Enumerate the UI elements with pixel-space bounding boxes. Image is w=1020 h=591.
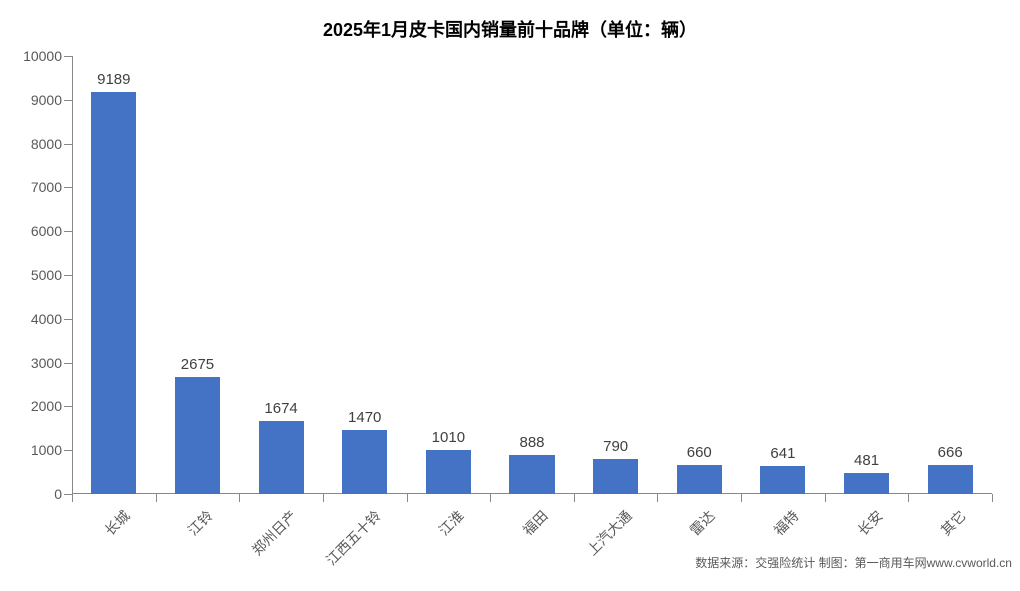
chart-footer: 数据来源：交强险统计 制图：第一商用车网www.cvworld.cn bbox=[695, 554, 1012, 571]
data-label: 790 bbox=[603, 438, 628, 455]
y-tick-label: 3000 bbox=[31, 355, 72, 371]
x-category-label: 江西五十铃 bbox=[300, 506, 385, 591]
y-tick-label: 9000 bbox=[31, 92, 72, 108]
x-category-label: 江铃 bbox=[133, 506, 218, 591]
x-tick bbox=[72, 494, 73, 502]
y-tick-label: 8000 bbox=[31, 136, 72, 152]
bar bbox=[426, 450, 471, 494]
x-tick bbox=[156, 494, 157, 502]
x-category-label: 长城 bbox=[49, 506, 134, 591]
y-tick-label: 6000 bbox=[31, 223, 72, 239]
bar bbox=[342, 430, 387, 494]
x-category-label: 其它 bbox=[885, 506, 970, 591]
chart-title: 2025年1月皮卡国内销量前十品牌（单位：辆） bbox=[0, 16, 1020, 42]
x-category-label: 福特 bbox=[718, 506, 803, 591]
bar bbox=[593, 459, 638, 494]
x-tick bbox=[992, 494, 993, 502]
x-category-label: 上汽大通 bbox=[551, 506, 636, 591]
chart-container: 2025年1月皮卡国内销量前十品牌（单位：辆） 0100020003000400… bbox=[0, 0, 1020, 573]
x-tick bbox=[239, 494, 240, 502]
data-label: 481 bbox=[854, 452, 879, 469]
x-category-label: 福田 bbox=[467, 506, 552, 591]
bar bbox=[677, 465, 722, 494]
data-label: 660 bbox=[687, 444, 712, 461]
plot-area: 0100020003000400050006000700080009000100… bbox=[72, 56, 992, 494]
bar bbox=[928, 465, 973, 494]
x-tick bbox=[908, 494, 909, 502]
y-tick-label: 5000 bbox=[31, 267, 72, 283]
y-tick-label: 0 bbox=[54, 486, 72, 502]
bar bbox=[760, 466, 805, 494]
data-label: 1010 bbox=[432, 429, 465, 446]
x-category-label: 长安 bbox=[802, 506, 887, 591]
x-tick bbox=[657, 494, 658, 502]
data-label: 1470 bbox=[348, 409, 381, 426]
y-tick-label: 1000 bbox=[31, 442, 72, 458]
data-label: 641 bbox=[770, 445, 795, 462]
x-category-label: 江淮 bbox=[384, 506, 469, 591]
data-label: 1674 bbox=[264, 400, 297, 417]
x-tick bbox=[741, 494, 742, 502]
y-tick-label: 7000 bbox=[31, 179, 72, 195]
y-tick-label: 4000 bbox=[31, 311, 72, 327]
y-tick-label: 10000 bbox=[23, 48, 72, 64]
bar bbox=[91, 92, 136, 494]
x-tick bbox=[574, 494, 575, 502]
data-label: 9189 bbox=[97, 71, 130, 88]
bar bbox=[844, 473, 889, 494]
bar bbox=[509, 455, 554, 494]
y-tick-label: 2000 bbox=[31, 398, 72, 414]
data-label: 888 bbox=[519, 434, 544, 451]
x-tick bbox=[825, 494, 826, 502]
x-category-label: 雷达 bbox=[635, 506, 720, 591]
x-tick bbox=[407, 494, 408, 502]
bar bbox=[259, 421, 304, 494]
x-tick bbox=[490, 494, 491, 502]
y-axis-line bbox=[72, 56, 73, 494]
x-tick bbox=[323, 494, 324, 502]
data-label: 666 bbox=[938, 444, 963, 461]
x-category-label: 郑州日产 bbox=[216, 506, 301, 591]
bar bbox=[175, 377, 220, 494]
data-label: 2675 bbox=[181, 356, 214, 373]
